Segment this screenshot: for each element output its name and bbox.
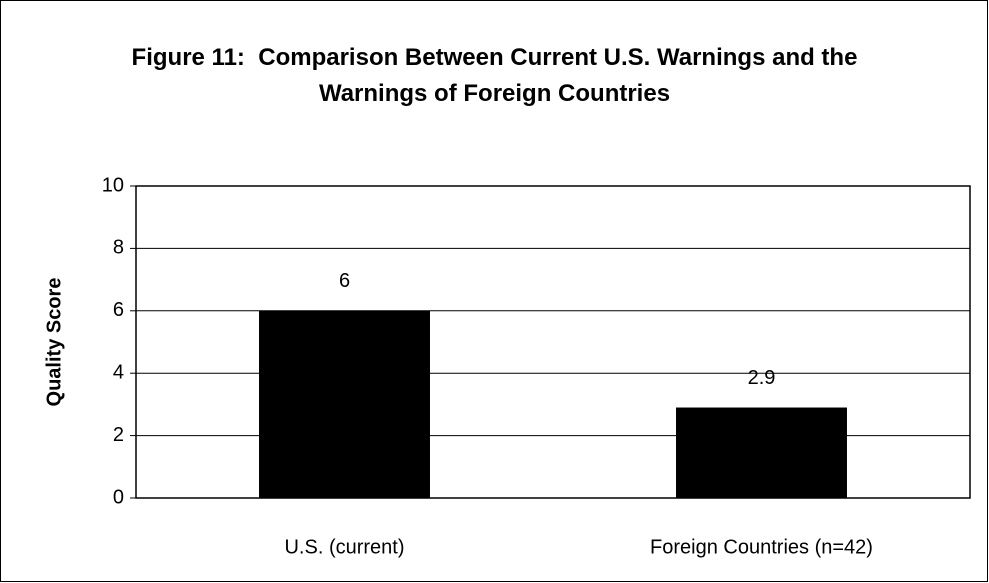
- x-tick-label: Foreign Countries (n=42): [650, 536, 873, 558]
- chart-title: Figure 11: Comparison Between Current U.…: [131, 44, 865, 107]
- bar: [259, 310, 430, 498]
- x-tick-label: U.S. (current): [284, 536, 404, 558]
- plot-area: [135, 185, 971, 499]
- y-tick-label: 10: [102, 174, 124, 196]
- data-label: 6: [339, 270, 350, 292]
- title-box: Figure 11: Comparison Between Current U.…: [0, 40, 989, 112]
- bar: [676, 407, 847, 498]
- y-tick-label: 0: [113, 486, 124, 508]
- y-tick-label: 2: [113, 424, 124, 446]
- data-label: 2.9: [748, 367, 776, 389]
- y-tick-label: 4: [113, 361, 124, 383]
- y-tick-label: 8: [113, 237, 124, 259]
- y-axis-label: Quality Score: [43, 278, 65, 407]
- y-tick-label: 6: [113, 299, 124, 321]
